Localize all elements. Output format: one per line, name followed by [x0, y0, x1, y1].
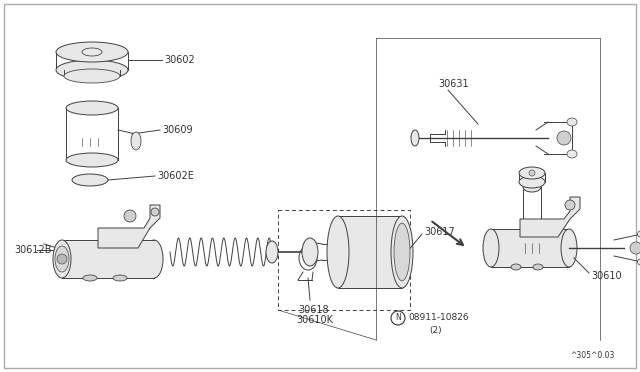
Text: 30618: 30618 [298, 305, 328, 315]
Text: 30631: 30631 [438, 79, 468, 89]
Text: 30610K: 30610K [296, 315, 333, 325]
Ellipse shape [411, 130, 419, 146]
Ellipse shape [561, 229, 577, 267]
Ellipse shape [567, 150, 577, 158]
Text: 30612B: 30612B [14, 245, 51, 255]
Circle shape [565, 200, 575, 210]
Ellipse shape [83, 275, 97, 281]
Ellipse shape [519, 176, 545, 188]
Ellipse shape [72, 174, 108, 186]
Ellipse shape [266, 241, 278, 263]
Ellipse shape [302, 238, 318, 266]
Text: 30610: 30610 [591, 271, 621, 281]
Bar [338, 216, 402, 288]
Text: 30609: 30609 [162, 125, 193, 135]
Ellipse shape [53, 240, 71, 278]
Ellipse shape [151, 208, 159, 216]
Ellipse shape [55, 246, 69, 272]
Circle shape [557, 131, 571, 145]
Ellipse shape [66, 153, 118, 167]
Ellipse shape [391, 216, 413, 288]
Ellipse shape [56, 42, 128, 62]
Text: N: N [395, 314, 401, 323]
Ellipse shape [637, 259, 640, 266]
Ellipse shape [327, 216, 349, 288]
Ellipse shape [56, 60, 128, 80]
Ellipse shape [64, 69, 120, 83]
Ellipse shape [483, 229, 499, 267]
Ellipse shape [533, 264, 543, 270]
Ellipse shape [394, 223, 410, 281]
Text: 08911-10826: 08911-10826 [408, 314, 468, 323]
Circle shape [57, 254, 67, 264]
Text: 30602: 30602 [164, 55, 195, 65]
Ellipse shape [523, 182, 541, 192]
Ellipse shape [523, 224, 541, 234]
Bar [278, 210, 410, 310]
Ellipse shape [131, 132, 141, 150]
Ellipse shape [637, 231, 640, 237]
Text: 30617: 30617 [424, 227, 455, 237]
Text: ^305^0.03: ^305^0.03 [570, 352, 614, 360]
Ellipse shape [519, 167, 545, 179]
Ellipse shape [511, 264, 521, 270]
Bar [491, 229, 569, 267]
Ellipse shape [567, 118, 577, 126]
Ellipse shape [145, 240, 163, 278]
Text: 30602E: 30602E [157, 171, 194, 181]
Polygon shape [98, 205, 160, 248]
Bar [62, 240, 154, 278]
Ellipse shape [124, 210, 136, 222]
Circle shape [630, 242, 640, 254]
Polygon shape [520, 197, 580, 237]
Ellipse shape [66, 101, 118, 115]
Circle shape [529, 170, 535, 176]
Ellipse shape [113, 275, 127, 281]
Text: (2): (2) [429, 327, 442, 336]
